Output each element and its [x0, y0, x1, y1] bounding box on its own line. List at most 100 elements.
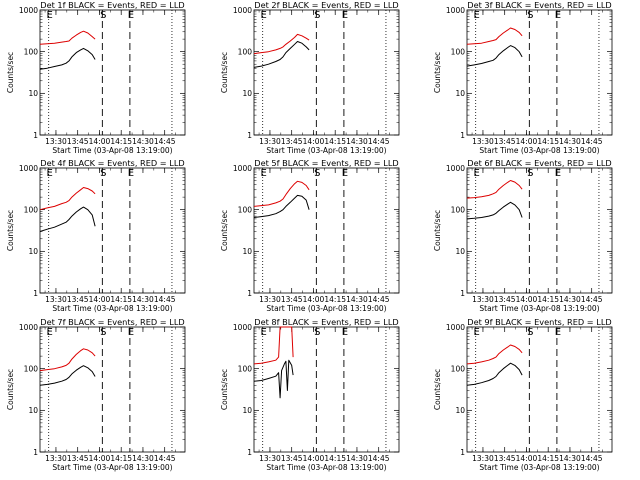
y-tick-label: 1000 [19, 323, 38, 332]
x-tick-label: 14:00 [303, 295, 325, 304]
series-lld-line [253, 180, 310, 207]
series-events-line [39, 365, 96, 386]
x-tick-label: 14:45 [154, 454, 176, 463]
panel-title: Det 2f BLACK = Events, RED = LLD [254, 0, 398, 10]
marker-label: E [128, 10, 134, 21]
panel-title: Det 6f BLACK = Events, RED = LLD [467, 158, 611, 168]
marker-label: E [261, 168, 267, 179]
x-tick-label: 13:30 [259, 295, 281, 304]
series-events-line [466, 45, 523, 67]
x-tick-label: 14:15 [110, 137, 132, 146]
panel-title: Det 7f BLACK = Events, RED = LLD [40, 317, 184, 327]
series-lld-line [253, 326, 294, 365]
x-axis-label: Start Time (03-Apr-08 13:19:00) [52, 146, 172, 155]
x-tick-label: 14:45 [154, 295, 176, 304]
y-tick-label: 1 [460, 448, 465, 457]
series-events-line [466, 362, 523, 386]
x-axis-label: Start Time (03-Apr-08 13:19:00) [266, 463, 386, 472]
panel: Det 9f BLACK = Events, RED = LLD 1 10 100 10… [433, 317, 613, 472]
marker-label: E [474, 327, 480, 338]
y-tick-label: 1 [460, 131, 465, 140]
y-tick-label: 10 [28, 406, 38, 415]
y-tick-label: 1 [33, 131, 38, 140]
panel-title: Det 4f BLACK = Events, RED = LLD [40, 158, 184, 168]
y-tick-label: 1 [247, 448, 252, 457]
x-tick-label: 14:15 [110, 295, 132, 304]
x-tick-label: 14:00 [303, 137, 325, 146]
x-axis-label: Start Time (03-Apr-08 13:19:00) [479, 146, 599, 155]
x-tick-label: 14:00 [89, 137, 111, 146]
y-tick-label: 1 [247, 131, 252, 140]
x-tick-label: 14:15 [324, 454, 346, 463]
y-tick-label: 1000 [19, 164, 38, 173]
series-events-line [253, 41, 310, 68]
marker-label: E [555, 168, 561, 179]
panel-title: Det 3f BLACK = Events, RED = LLD [467, 0, 611, 10]
y-axis-label: Counts/sec [6, 210, 15, 251]
y-axis-label: Counts/sec [220, 210, 229, 251]
y-tick-label: 100 [24, 205, 39, 214]
y-tick-label: 1000 [19, 6, 38, 15]
series-lld-line [39, 348, 96, 372]
x-axis-label: Start Time (03-Apr-08 13:19:00) [479, 304, 599, 313]
y-tick-label: 100 [24, 47, 39, 56]
panel: Det 7f BLACK = Events, RED = LLD 1 10 100 10… [6, 317, 186, 472]
x-tick-label: 13:30 [45, 295, 67, 304]
x-tick-label: 13:45 [67, 454, 89, 463]
x-tick-label: 14:45 [368, 295, 390, 304]
panel: Det 3f BLACK = Events, RED = LLD 1 10 100 10… [433, 0, 613, 155]
y-axis-label: Counts/sec [220, 369, 229, 410]
marker-label: E [555, 327, 561, 338]
x-axis-label: Start Time (03-Apr-08 13:19:00) [266, 146, 386, 155]
y-tick-label: 1000 [446, 164, 465, 173]
marker-label: S [527, 327, 533, 338]
x-tick-label: 13:30 [259, 454, 281, 463]
x-tick-label: 14:30 [559, 137, 581, 146]
x-tick-label: 13:30 [45, 137, 67, 146]
marker-label: S [314, 327, 320, 338]
panel-title: Det 5f BLACK = Events, RED = LLD [254, 158, 398, 168]
y-tick-label: 100 [238, 47, 253, 56]
y-tick-label: 10 [242, 247, 252, 256]
x-tick-label: 14:15 [537, 295, 559, 304]
y-tick-label: 100 [451, 205, 466, 214]
marker-label: S [100, 168, 106, 179]
marker-label: S [527, 168, 533, 179]
y-tick-label: 1 [33, 289, 38, 298]
x-tick-label: 14:00 [89, 295, 111, 304]
x-tick-label: 14:30 [346, 295, 368, 304]
marker-label: E [342, 10, 348, 21]
x-tick-label: 14:45 [368, 454, 390, 463]
x-tick-label: 13:45 [494, 295, 516, 304]
x-tick-label: 14:15 [537, 454, 559, 463]
x-tick-label: 14:30 [559, 454, 581, 463]
marker-label: E [474, 168, 480, 179]
y-tick-label: 1 [33, 448, 38, 457]
series-events-line [39, 47, 96, 70]
y-tick-label: 100 [451, 364, 466, 373]
x-axis-label: Start Time (03-Apr-08 13:19:00) [52, 304, 172, 313]
plot-frame [253, 326, 400, 453]
x-tick-label: 13:45 [67, 295, 89, 304]
y-tick-label: 1000 [233, 164, 252, 173]
y-axis-label: Counts/sec [6, 369, 15, 410]
x-tick-label: 13:45 [281, 454, 303, 463]
marker-label: S [527, 10, 533, 21]
x-tick-label: 13:45 [281, 295, 303, 304]
series-lld-line [466, 180, 523, 199]
y-tick-label: 10 [242, 406, 252, 415]
x-tick-label: 13:45 [67, 137, 89, 146]
plot-frame [253, 9, 400, 136]
x-tick-label: 13:45 [494, 137, 516, 146]
x-tick-label: 14:30 [559, 295, 581, 304]
y-tick-label: 100 [451, 47, 466, 56]
x-tick-label: 13:30 [472, 137, 494, 146]
marker-label: E [128, 168, 134, 179]
y-tick-label: 10 [455, 406, 465, 415]
marker-label: E [128, 327, 134, 338]
x-tick-label: 14:15 [110, 454, 132, 463]
plot-frame [39, 326, 186, 453]
x-tick-label: 14:30 [132, 454, 154, 463]
y-tick-label: 1000 [446, 323, 465, 332]
